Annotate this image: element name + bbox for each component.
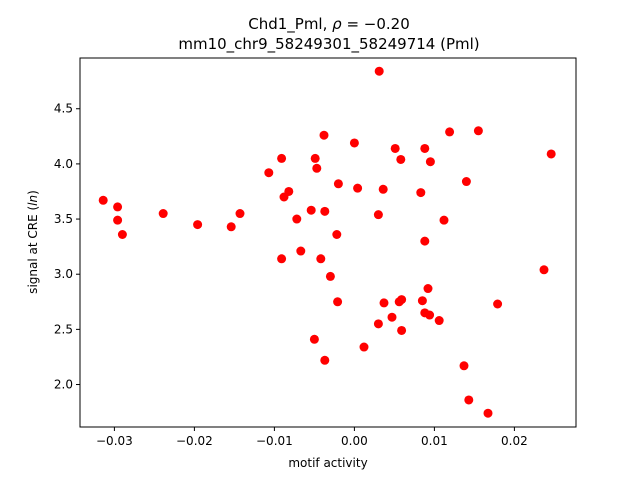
data-point-23 bbox=[332, 230, 342, 239]
data-point-35 bbox=[379, 298, 389, 308]
data-point-32 bbox=[374, 66, 384, 76]
data-point-12 bbox=[284, 186, 294, 196]
y-tick-label-6: 4.5 bbox=[54, 102, 73, 116]
data-point-60 bbox=[546, 149, 556, 159]
data-point-57 bbox=[483, 408, 493, 418]
data-point-26 bbox=[309, 334, 319, 344]
data-point-40 bbox=[397, 295, 407, 305]
chart-title-line2: mm10_chr9_58249301_58249714 (Pml) bbox=[178, 35, 479, 54]
data-point-13 bbox=[277, 254, 287, 264]
data-point-45 bbox=[420, 236, 430, 246]
y-tick-label-2: 2.5 bbox=[54, 322, 73, 336]
data-points bbox=[98, 66, 556, 418]
data-point-49 bbox=[425, 157, 435, 167]
x-tick-label-4: 0.00 bbox=[341, 434, 368, 448]
x-tick-label-2: −0.02 bbox=[176, 434, 213, 448]
data-point-25 bbox=[333, 179, 343, 189]
data-point-44 bbox=[420, 143, 430, 153]
data-point-48 bbox=[425, 310, 435, 320]
data-point-20 bbox=[319, 130, 329, 140]
data-point-59 bbox=[539, 265, 549, 275]
x-tick-label-3: −0.01 bbox=[256, 434, 293, 448]
chart-title-line1: Chd1_Pml, ρ = −0.20 bbox=[248, 15, 410, 34]
data-point-56 bbox=[473, 126, 483, 136]
data-point-30 bbox=[359, 342, 369, 352]
data-point-6 bbox=[193, 220, 203, 230]
y-axis-ticks: 2.0 2.5 3.0 3.5 4.0 4.5 bbox=[54, 102, 80, 392]
y-axis-label: signal at CRE (ln) bbox=[26, 190, 40, 294]
data-point-34 bbox=[378, 184, 388, 194]
data-point-50 bbox=[434, 316, 444, 326]
plot-area-frame bbox=[79, 57, 577, 428]
data-point-51 bbox=[439, 215, 449, 225]
data-point-10 bbox=[277, 153, 287, 163]
data-point-31 bbox=[373, 210, 383, 220]
data-point-47 bbox=[423, 284, 433, 294]
data-point-28 bbox=[349, 138, 359, 148]
data-point-29 bbox=[353, 183, 363, 193]
data-point-36 bbox=[387, 312, 397, 322]
data-point-37 bbox=[390, 143, 400, 153]
data-point-14 bbox=[292, 214, 302, 224]
x-tick-label-5: 0.01 bbox=[421, 434, 448, 448]
data-point-53 bbox=[459, 361, 469, 371]
data-point-21 bbox=[320, 206, 330, 216]
data-point-7 bbox=[226, 222, 236, 232]
data-point-22 bbox=[325, 271, 335, 281]
data-point-41 bbox=[397, 325, 407, 335]
x-tick-label-6: 0.02 bbox=[501, 434, 528, 448]
y-tick-label-1: 2.0 bbox=[54, 378, 73, 392]
data-point-4 bbox=[117, 230, 127, 239]
data-point-9 bbox=[264, 168, 274, 178]
data-point-2 bbox=[113, 202, 123, 212]
data-point-33 bbox=[373, 319, 383, 329]
data-point-43 bbox=[417, 296, 427, 306]
data-point-55 bbox=[464, 395, 474, 405]
x-axis-label: motif activity bbox=[288, 456, 367, 470]
data-point-58 bbox=[493, 299, 503, 309]
data-point-39 bbox=[396, 154, 406, 164]
y-tick-label-4: 3.5 bbox=[54, 212, 73, 226]
data-point-19 bbox=[316, 254, 326, 264]
data-point-3 bbox=[113, 215, 123, 225]
data-point-24 bbox=[333, 297, 343, 307]
y-tick-label-3: 3.0 bbox=[54, 267, 73, 281]
data-point-18 bbox=[312, 163, 322, 173]
data-point-17 bbox=[310, 153, 320, 163]
y-tick-label-5: 4.0 bbox=[54, 157, 73, 171]
data-point-27 bbox=[320, 355, 330, 365]
data-point-15 bbox=[296, 246, 306, 256]
x-axis-ticks: −0.03 −0.02 −0.01 0.00 0.01 0.02 bbox=[96, 427, 528, 448]
data-point-52 bbox=[445, 127, 455, 137]
data-point-1 bbox=[98, 195, 108, 205]
data-point-5 bbox=[158, 209, 168, 219]
data-point-54 bbox=[461, 177, 471, 187]
data-point-8 bbox=[235, 209, 245, 219]
data-point-42 bbox=[416, 188, 426, 198]
x-tick-label-1: −0.03 bbox=[96, 434, 133, 448]
data-point-16 bbox=[306, 205, 316, 215]
chart-title: Chd1_Pml, ρ = −0.20 mm10_chr9_58249301_5… bbox=[178, 15, 479, 54]
